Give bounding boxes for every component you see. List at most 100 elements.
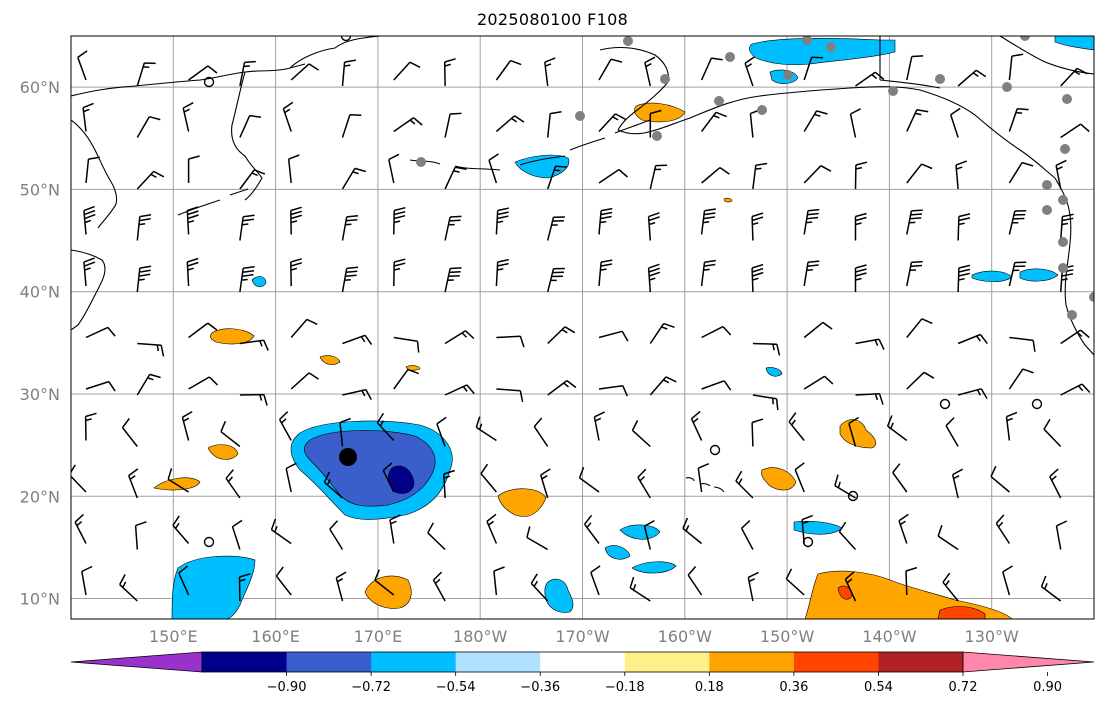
wind-barb xyxy=(546,216,565,241)
wind-barb xyxy=(239,214,255,241)
wind-barb xyxy=(119,574,138,602)
contour-neg-east2 xyxy=(1019,268,1059,282)
wind-barb xyxy=(848,416,859,447)
wind-barb xyxy=(496,335,525,348)
wind-barb xyxy=(701,325,732,339)
wind-barb xyxy=(598,113,626,133)
wind-barb xyxy=(290,318,318,338)
wind-barb xyxy=(649,109,662,138)
colorbar-segment xyxy=(709,652,795,672)
wind-barb xyxy=(389,514,401,544)
wind-barb xyxy=(427,522,446,551)
wind-barb xyxy=(71,464,87,493)
wind-barb xyxy=(444,166,467,190)
wind-barb xyxy=(855,392,884,405)
wind-barb xyxy=(342,334,373,346)
coastline-canada xyxy=(999,36,1094,75)
wind-barb xyxy=(181,410,193,441)
wind-barb xyxy=(854,264,867,292)
wind-barb xyxy=(239,169,266,190)
contour-pos-11n xyxy=(364,575,412,609)
wind-barb xyxy=(290,258,303,287)
wind-barb xyxy=(188,322,218,339)
latitude-labels: 60°N 50°N 40°N 30°N 20°N 10°N xyxy=(20,78,60,608)
station-dot xyxy=(416,157,426,167)
coastline-oregon-ca xyxy=(1064,259,1094,356)
contour-pos-21n xyxy=(153,477,201,491)
wind-barb xyxy=(136,265,152,293)
wind-barb xyxy=(906,163,933,184)
station-dot xyxy=(757,105,767,115)
station-dot xyxy=(1042,180,1052,190)
cyclone-center-marker xyxy=(339,448,357,466)
wind-barb xyxy=(844,571,857,602)
wind-barb xyxy=(77,50,88,81)
station-dot xyxy=(1058,263,1068,273)
wind-barb xyxy=(335,571,347,602)
wind-barb xyxy=(744,56,755,87)
lon-label: 150°W xyxy=(760,627,815,646)
wind-barb xyxy=(342,388,372,400)
wind-barb xyxy=(444,112,462,138)
wind-barb xyxy=(188,376,219,390)
wind-barb xyxy=(85,326,116,339)
lon-label: 160°W xyxy=(658,627,713,646)
wind-barb xyxy=(290,372,320,390)
wind-barb xyxy=(838,521,857,551)
colorbar-segment xyxy=(540,652,626,672)
wind-barb xyxy=(1008,161,1034,184)
calm-circle xyxy=(1031,398,1043,410)
wind-barb xyxy=(590,565,601,596)
wind-barb xyxy=(1059,213,1074,241)
wind-barb xyxy=(178,565,190,596)
map-title: 2025080100 F108 xyxy=(476,10,629,29)
contour-pos-bering xyxy=(634,102,686,123)
coastline-siberia xyxy=(71,63,306,97)
gridlines xyxy=(71,36,1094,619)
lon-label: 170°E xyxy=(354,627,403,646)
wind-barb xyxy=(598,58,623,81)
colorbar-tick-label: 0.18 xyxy=(695,680,724,695)
wind-barb xyxy=(495,115,525,133)
wind-barb xyxy=(803,321,833,339)
wind-barb xyxy=(701,380,732,391)
wind-barb xyxy=(957,388,988,399)
wind-barb xyxy=(629,576,651,602)
wind-barb xyxy=(957,333,988,345)
wind-barb xyxy=(488,153,499,184)
wind-barb xyxy=(942,572,959,602)
wind-barb xyxy=(83,205,96,235)
wind-barb xyxy=(287,154,300,184)
wind-barb xyxy=(598,330,629,342)
coastline-kamchatka xyxy=(231,71,263,201)
wind-barb xyxy=(1055,520,1068,550)
wind-barb xyxy=(740,519,754,550)
wind-barb xyxy=(239,393,268,406)
lon-label: 180°W xyxy=(453,627,508,646)
station-dot xyxy=(575,111,585,121)
wind-barb xyxy=(598,207,613,235)
wind-barb xyxy=(547,380,577,396)
wind-barb xyxy=(1005,411,1018,441)
wind-barb xyxy=(687,566,703,596)
wind-barb xyxy=(436,416,447,447)
wind-barb xyxy=(530,573,549,602)
station-dot xyxy=(1042,205,1052,215)
wind-barb xyxy=(444,267,462,293)
wind-barb xyxy=(278,411,292,441)
contour-pos-se-red2 xyxy=(937,606,986,619)
contour-pos-se-red1 xyxy=(837,585,853,600)
lon-label: 170°W xyxy=(555,627,610,646)
wind-barb xyxy=(649,322,675,344)
wind-barb xyxy=(785,568,805,596)
coastline-japan xyxy=(71,249,106,331)
wind-barb xyxy=(393,258,406,287)
wind-barb xyxy=(906,260,923,287)
wind-barb xyxy=(388,153,400,184)
wind-barb xyxy=(957,264,971,293)
wind-barb xyxy=(282,101,294,132)
wind-barb xyxy=(945,417,959,447)
wind-barb xyxy=(906,318,933,338)
lon-label: 160°E xyxy=(251,627,300,646)
